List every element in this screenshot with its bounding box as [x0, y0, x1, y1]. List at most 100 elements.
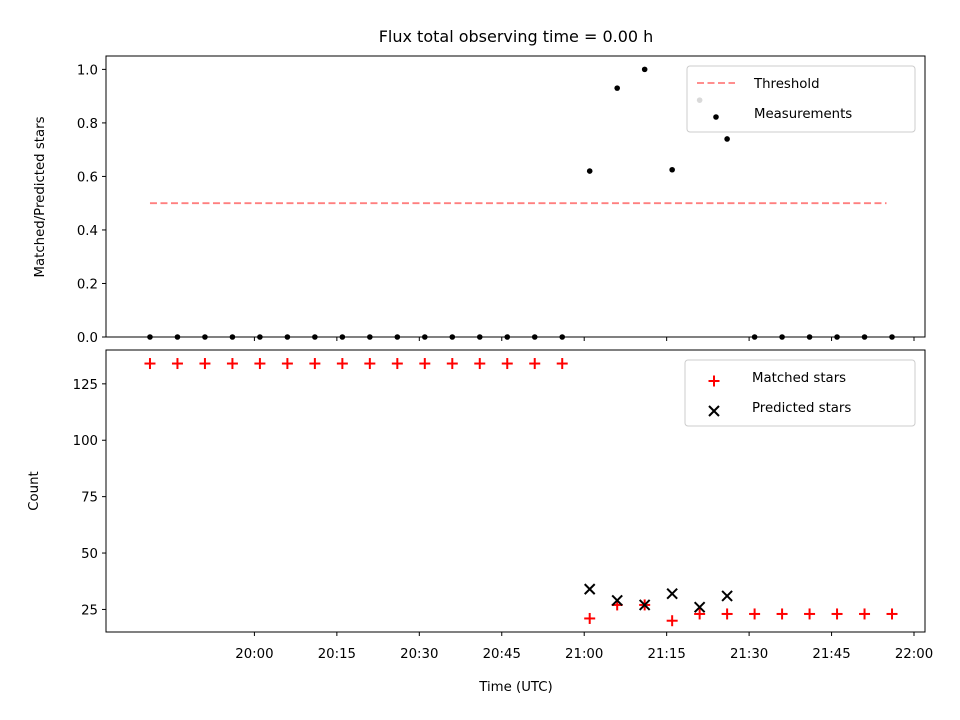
measurement-point: [394, 334, 401, 340]
axes-frame: [105, 349, 926, 633]
legend-measurement-swatch: [713, 114, 719, 120]
matched-star-marker: [226, 358, 238, 370]
y-tick-label: 0.4: [77, 224, 98, 239]
measurement-point: [889, 334, 895, 340]
matched-star-marker: [281, 358, 293, 370]
matched-star-marker: [144, 358, 156, 370]
measurement-point: [614, 85, 620, 91]
legend-box: [686, 65, 916, 133]
legend-predicted-swatch: [708, 405, 720, 417]
x-tick-label: 22:00: [895, 647, 933, 662]
measurement-point: [284, 334, 291, 340]
matched-star-marker: [336, 358, 348, 370]
measurement-point: [531, 334, 538, 340]
matched-star-marker: [776, 608, 788, 620]
measurement-point: [229, 334, 236, 340]
matched-star-marker: [446, 358, 458, 370]
measurement-point: [202, 334, 208, 340]
bottom-ylabel: Count: [27, 471, 42, 511]
matched-star-marker: [419, 358, 431, 370]
x-b: [583, 583, 596, 595]
measurement-point: [312, 334, 318, 340]
y-tick-label: 0.2: [77, 277, 98, 292]
matched-star-marker: [501, 358, 513, 370]
y-tick-label: 75: [81, 491, 98, 506]
measurement-point: [174, 334, 181, 340]
y-tick-label: 125: [73, 378, 98, 393]
x-b: [666, 587, 678, 600]
matched-star-marker: [254, 358, 266, 370]
measurement-point: [834, 334, 840, 340]
x-tick-label: 20:30: [400, 647, 438, 662]
matched-star-marker: [364, 358, 376, 370]
predicted-star-marker: [611, 594, 623, 607]
top-panel: 0.0 0.2 0.4 0.6 0.8 1.0 Threshold Measurements: [77, 55, 926, 346]
x-b: [693, 601, 706, 613]
measurement-point: [779, 334, 785, 340]
measurement-point: [669, 166, 675, 173]
predicted-star-marker: [583, 583, 596, 595]
chart-title: Flux total observing time = 0.00 h: [379, 27, 654, 46]
measurement-point: [586, 168, 593, 174]
matched-star-marker: [886, 608, 898, 620]
matched-star-marker: [694, 608, 706, 620]
measurement-point: [449, 334, 456, 340]
measurement-point: [751, 334, 758, 340]
x-tick-label: 20:00: [235, 647, 273, 662]
x-tick-label: 21:30: [730, 647, 768, 662]
y-tick-label: 0.0: [77, 331, 98, 346]
matched-star-marker: [556, 358, 568, 370]
measurement-point: [724, 136, 730, 142]
legend-label: Predicted stars: [752, 401, 851, 416]
measurement-point: [504, 334, 511, 340]
y-tick-label: 50: [81, 547, 98, 562]
bottom-panel: 25 50 75 100 125 20:00 20:15 20:30 20:45 21:00 21:…: [73, 349, 933, 662]
x-tick-label: 21:00: [565, 647, 603, 662]
bottom-xlabel: Time (UTC): [478, 680, 553, 695]
measurement-point: [147, 334, 153, 340]
matched-star-marker: [171, 358, 183, 370]
matched-star-marker: [199, 358, 211, 370]
matched-star-marker: [666, 615, 678, 627]
predicted-star-marker: [666, 587, 678, 600]
x-tick-label: 21:15: [647, 647, 685, 662]
top-ylabel: Matched/Predicted stars: [33, 116, 48, 277]
matched-star-marker: [749, 608, 761, 620]
axes-frame: [105, 55, 926, 338]
measurement-point: [339, 334, 346, 340]
y-tick-label: 0.8: [77, 117, 98, 132]
predicted-star-marker: [638, 599, 651, 611]
legend-label: Threshold: [753, 77, 820, 92]
x-tick-label: 20:45: [483, 647, 521, 662]
measurement-point: [257, 334, 263, 340]
legend-label: Measurements: [754, 107, 852, 122]
matched-star-marker: [721, 608, 733, 620]
measurement-point: [559, 334, 566, 340]
x-b: [611, 594, 623, 607]
matched-star-marker: [584, 612, 596, 624]
measurement-point: [861, 334, 868, 340]
matched-star-marker: [859, 608, 871, 620]
y-tick-label: 1.0: [77, 63, 98, 78]
predicted-star-marker: [721, 590, 733, 602]
legend-box: [684, 359, 916, 427]
y-tick-label: 100: [73, 434, 98, 449]
matched-star-marker: [831, 608, 843, 620]
matched-star-marker: [309, 358, 321, 370]
y-tick-label: 0.6: [77, 170, 98, 185]
measurement-point: [367, 334, 373, 340]
matched-star-marker: [474, 358, 486, 370]
measurement-point: [422, 334, 428, 340]
x-tick-label: 21:45: [812, 647, 850, 662]
matched-star-marker: [391, 358, 403, 370]
measurement-point: [806, 334, 813, 340]
predicted-star-marker: [693, 601, 706, 613]
x-tick-label: 20:15: [318, 647, 356, 662]
x-b: [638, 599, 651, 611]
x-b: [721, 590, 733, 602]
measurement-point: [641, 66, 648, 73]
matched-star-marker: [529, 358, 541, 370]
measurement-point: [476, 334, 483, 340]
y-tick-label: 25: [81, 603, 98, 618]
